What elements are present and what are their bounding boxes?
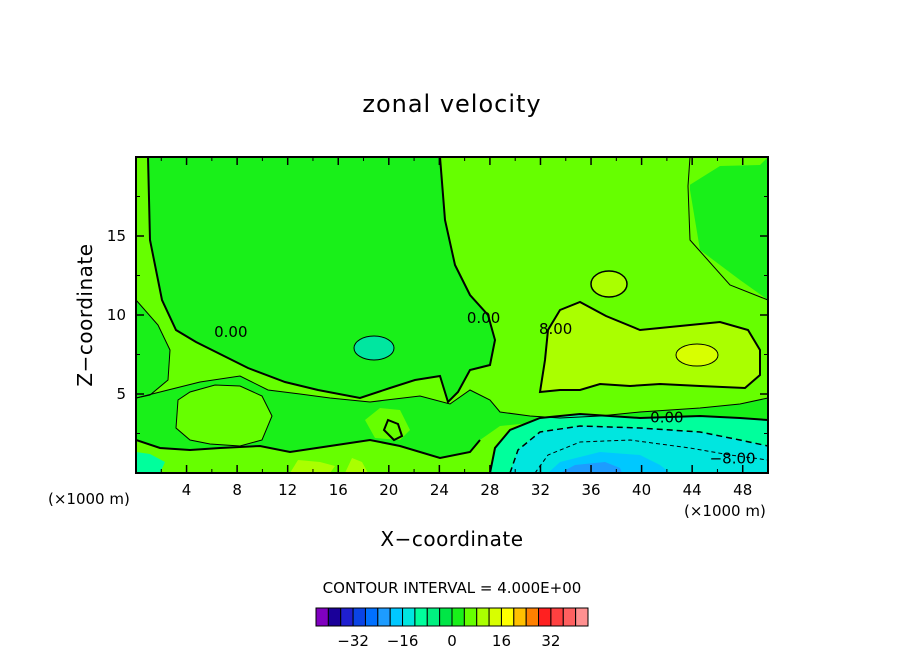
field-negative-8-blob xyxy=(354,336,394,360)
colorbar-swatch xyxy=(327,607,342,627)
field-zero-upper-left xyxy=(136,157,495,402)
field-8-bottom2 xyxy=(345,458,368,473)
x-tick-label: 44 xyxy=(683,481,702,499)
contour-small-loop xyxy=(382,418,404,442)
contour-four-upper xyxy=(136,299,171,399)
field-zero-lower-band xyxy=(136,376,768,458)
colorbar-swatch xyxy=(500,607,515,627)
x-tick-label: 48 xyxy=(733,481,752,499)
contour-labels: 0.00 0.00 8.00 0.00 −8.00 xyxy=(214,309,755,468)
contour-sixteen-blob xyxy=(675,343,719,367)
colorbar-swatch xyxy=(352,607,366,627)
x-units-left: (×1000 m) xyxy=(48,490,130,508)
colorbar-swatch xyxy=(525,607,540,627)
field-zero-right xyxy=(688,157,768,300)
x-tick-label: 20 xyxy=(379,481,398,499)
contour-label: 0.00 xyxy=(650,408,683,426)
y-axis-ticks: 5 10 15 xyxy=(107,196,768,434)
field-16-blob xyxy=(676,344,718,366)
contour-zero-lower-right xyxy=(489,412,768,473)
contour-four-lower xyxy=(136,375,768,419)
y-tick-label: 5 xyxy=(116,385,126,403)
x-tick-label: 12 xyxy=(278,481,297,499)
colorbar-swatch xyxy=(402,607,416,627)
contour-four-right xyxy=(687,157,768,301)
contour-label: 8.00 xyxy=(539,320,572,338)
contour-fields xyxy=(136,157,768,473)
field-positive-left-bulge xyxy=(176,385,272,446)
contour-minus-four-blob xyxy=(353,335,395,361)
colorbar-swatch xyxy=(488,607,502,627)
contour-label: 0.00 xyxy=(467,309,500,327)
x-tick-label: 8 xyxy=(232,481,242,499)
colorbar-tick-label: 16 xyxy=(492,632,511,650)
x-units-right: (×1000 m) xyxy=(684,502,766,520)
contour-eight-blob xyxy=(590,270,628,298)
field-positive-bottom-center xyxy=(365,408,410,440)
x-axis-ticks: 4 8 12 16 20 24 28 32 36 40 44 48 xyxy=(160,157,752,499)
y-tick-label: 10 xyxy=(107,306,126,324)
contour-zero-upper-left xyxy=(147,157,497,404)
y-axis-label: Z−coordinate xyxy=(73,243,97,386)
x-tick-label: 28 xyxy=(480,481,499,499)
contour-left-bulge xyxy=(175,384,273,447)
colorbar-swatch xyxy=(538,607,552,627)
colorbar-tick-label: −16 xyxy=(387,632,419,650)
field-8-blob xyxy=(591,271,627,297)
x-tick-label: 40 xyxy=(632,481,651,499)
x-tick-label: 32 xyxy=(531,481,550,499)
colorbar-swatch xyxy=(315,607,329,627)
chart-title: zonal velocity xyxy=(362,90,541,118)
colorbar-swatch xyxy=(513,607,527,627)
colorbar-swatch xyxy=(364,607,379,627)
field-zero-left-edge xyxy=(136,300,170,398)
colorbar-swatch xyxy=(562,607,577,627)
field-8-bottom xyxy=(290,460,335,473)
contour-label: 0.00 xyxy=(214,323,247,341)
colorbar-swatch xyxy=(389,607,404,627)
colorbar-swatch xyxy=(426,607,441,627)
colorbar-swatch xyxy=(439,607,453,627)
x-tick-label: 16 xyxy=(329,481,348,499)
x-axis-label: X−coordinate xyxy=(380,527,523,551)
x-tick-label: 4 xyxy=(182,481,192,499)
colorbar-swatch xyxy=(550,607,564,627)
contour-interval-label: CONTOUR INTERVAL = 4.000E+00 xyxy=(323,579,582,597)
colorbar-swatch xyxy=(414,607,428,627)
colorbar-swatch xyxy=(377,607,391,627)
colorbar-swatch xyxy=(575,607,589,627)
contour-label: −8.00 xyxy=(710,450,756,468)
y-tick-label: 15 xyxy=(107,227,126,245)
x-tick-label: 24 xyxy=(430,481,449,499)
colorbar-swatch xyxy=(476,607,490,627)
colorbar-swatch xyxy=(463,607,478,627)
colorbar-tick-label: 32 xyxy=(541,632,560,650)
colorbar-swatch xyxy=(451,607,465,627)
field-negative-bottom-left xyxy=(136,452,165,473)
x-tick-label: 36 xyxy=(581,481,600,499)
colorbar-swatch xyxy=(340,607,354,627)
colorbar-tick-label: 0 xyxy=(447,632,457,650)
colorbar-tick-label: −32 xyxy=(337,632,369,650)
contour-minus-eight xyxy=(509,425,768,473)
contour-zero-lower-band xyxy=(136,438,481,460)
colorbar: −32 −16 0 16 32 xyxy=(315,607,589,650)
contour-eight-right xyxy=(538,300,761,394)
contour-minus-twelve xyxy=(534,439,768,473)
